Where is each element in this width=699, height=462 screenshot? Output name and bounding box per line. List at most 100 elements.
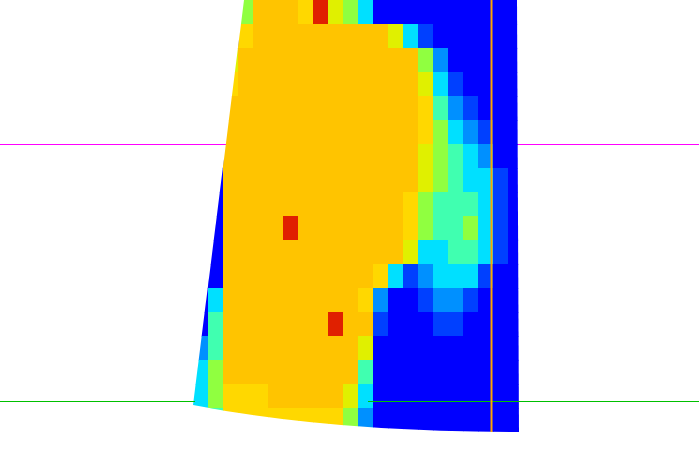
heatmap-cell xyxy=(298,264,314,289)
heatmap-cell xyxy=(253,312,269,337)
heatmap-cell xyxy=(373,240,389,265)
chart xyxy=(0,0,699,462)
heatmap-cell xyxy=(208,360,224,385)
heatmap-cell xyxy=(373,0,389,25)
heatmap-cell xyxy=(208,144,224,169)
heatmap-cell xyxy=(493,384,509,409)
heatmap-cell xyxy=(418,48,434,73)
heatmap-cell xyxy=(433,264,449,289)
heatmap-cell xyxy=(313,120,329,145)
heatmap-cell xyxy=(448,288,464,313)
heatmap-cell xyxy=(208,240,224,265)
heatmap-cell xyxy=(493,48,509,73)
heatmap-cell xyxy=(298,144,314,169)
heatmap-cell xyxy=(418,120,434,145)
heatmap-cell xyxy=(268,192,284,217)
heatmap-cell xyxy=(418,192,434,217)
heatmap-cell xyxy=(418,360,434,385)
heatmap-cell xyxy=(448,120,464,145)
cursor-line xyxy=(368,401,699,402)
heatmap-cell xyxy=(283,288,299,313)
heatmap-cell xyxy=(253,288,269,313)
heatmap-cell xyxy=(193,288,209,313)
heatmap-cell xyxy=(418,408,434,433)
heatmap-cell xyxy=(388,384,404,409)
heatmap-cell xyxy=(238,264,254,289)
heatmap-cell xyxy=(208,288,224,313)
heatmap-cell xyxy=(208,384,224,409)
heatmap-cell xyxy=(508,288,524,313)
heatmap-cell xyxy=(253,384,269,409)
heatmap-cell xyxy=(223,288,239,313)
heatmap-cell xyxy=(373,48,389,73)
heatmap-cell xyxy=(208,312,224,337)
heatmap-cell xyxy=(313,0,329,25)
heatmap-cell xyxy=(403,312,419,337)
heatmap-cell xyxy=(418,312,434,337)
heatmap-cell xyxy=(433,240,449,265)
heatmap-cell xyxy=(208,408,224,433)
heatmap-cell xyxy=(448,0,464,25)
heatmap-cell xyxy=(253,96,269,121)
heatmap-cell xyxy=(253,192,269,217)
heatmap-cell xyxy=(328,408,344,433)
heatmap-cell xyxy=(238,120,254,145)
heatmap-cell xyxy=(253,240,269,265)
heatmap-cell xyxy=(418,336,434,361)
heatmap-cell xyxy=(313,288,329,313)
heatmap-cell xyxy=(508,240,524,265)
heatmap-cell xyxy=(463,336,479,361)
heatmap-cell xyxy=(208,48,224,73)
heatmap-cell xyxy=(223,48,239,73)
heatmap-cell xyxy=(223,264,239,289)
heatmap-cell xyxy=(358,288,374,313)
heatmap-cell xyxy=(433,312,449,337)
heatmap-cell xyxy=(493,336,509,361)
heatmap-cell xyxy=(268,216,284,241)
heatmap-cell xyxy=(238,312,254,337)
heatmap-cell xyxy=(313,72,329,97)
heatmap-cell xyxy=(193,120,209,145)
heatmap-cell xyxy=(463,144,479,169)
heatmap-cell xyxy=(448,144,464,169)
heatmap-cell xyxy=(358,120,374,145)
heatmap-cell xyxy=(373,216,389,241)
heatmap-cell xyxy=(508,48,524,73)
heatmap-cell xyxy=(358,312,374,337)
heatmap-cell xyxy=(433,48,449,73)
heatmap-cell xyxy=(418,216,434,241)
heatmap-cell xyxy=(268,168,284,193)
heatmap-cell xyxy=(223,120,239,145)
heatmap-cell xyxy=(388,48,404,73)
heatmap-cell xyxy=(343,0,359,25)
heatmap-cell xyxy=(388,192,404,217)
heatmap-cell xyxy=(508,408,524,433)
heatmap-cell xyxy=(238,216,254,241)
heatmap-cell xyxy=(493,96,509,121)
heatmap-cell xyxy=(358,360,374,385)
heatmap-cell xyxy=(388,168,404,193)
heatmap-cell xyxy=(283,264,299,289)
heatmap-cell xyxy=(448,96,464,121)
heatmap-cell xyxy=(508,96,524,121)
heatmap-cell xyxy=(298,48,314,73)
heatmap-cell xyxy=(253,168,269,193)
heatmap-cell xyxy=(508,312,524,337)
heatmap-cell xyxy=(343,168,359,193)
heatmap-cell xyxy=(328,48,344,73)
heatmap-cell xyxy=(298,312,314,337)
heatmap-cell xyxy=(493,264,509,289)
heatmap-cell xyxy=(328,264,344,289)
heatmap-cell xyxy=(418,240,434,265)
heatmap-cell xyxy=(328,192,344,217)
heatmap-cell xyxy=(358,264,374,289)
heatmap-cell xyxy=(268,24,284,49)
heatmap-cell xyxy=(238,0,254,25)
heatmap-cell xyxy=(253,24,269,49)
heatmap-cell xyxy=(463,168,479,193)
heatmap-cell xyxy=(403,336,419,361)
cursor-line xyxy=(491,0,493,432)
heatmap-cell xyxy=(283,360,299,385)
heatmap-cell xyxy=(238,240,254,265)
heatmap-cell xyxy=(463,216,479,241)
